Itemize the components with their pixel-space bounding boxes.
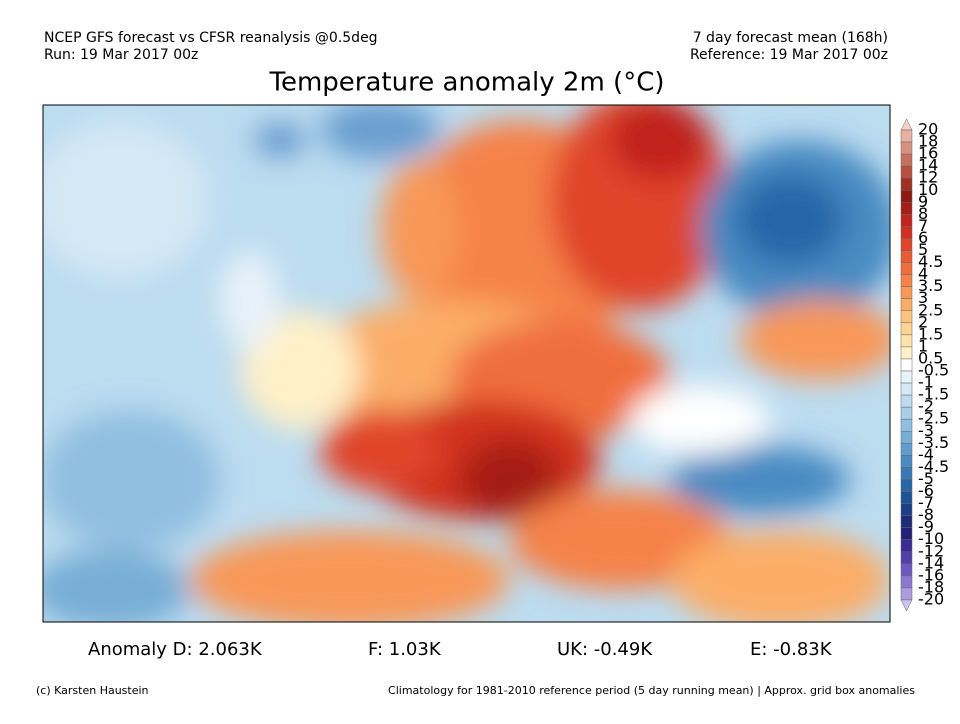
colorbar-label: -4 [918,445,934,464]
colorbar-label: 4.5 [918,252,943,271]
colorbar-swatch [900,503,913,516]
colorbar-label: 9 [918,192,928,211]
colorbar-swatch [900,539,913,553]
colorbar-label: 3.5 [918,276,943,295]
colorbar-label: 14 [918,156,938,175]
colorbar: 201816141210987654.543.532.521.510.5-0.5… [900,118,949,612]
colorbar-label: -9 [918,517,934,536]
colorbar-label: -0.5 [918,361,949,380]
colorbar-label: -20 [918,589,944,608]
colorbar-label: 7 [918,216,928,235]
colorbar-swatch [900,165,913,179]
colorbar-label: 12 [918,168,938,187]
colorbar-label: -3.5 [918,433,949,452]
colorbar-swatch [900,587,913,601]
colorbar-swatch [900,141,913,155]
colorbar-swatch [900,382,913,396]
colorbar-swatch [900,153,913,167]
colorbar-label: 1 [918,336,928,355]
colorbar-label: -1 [918,373,934,392]
colorbar-label: 1.5 [918,324,943,343]
colorbar-swatch [900,575,913,589]
colorbar-label: -10 [918,529,944,548]
stat: F: 1.03K [368,639,442,660]
colorbar-swatch [900,406,913,420]
colorbar-swatch [900,394,913,408]
colorbar-swatch [900,479,913,492]
colorbar-label: -4.5 [918,457,949,476]
colorbar-swatch [900,202,913,215]
colorbar-swatch [900,118,913,131]
colorbar-swatch [900,431,913,444]
footer-text: (c) Karsten Haustein [36,684,149,697]
colorbar-label: 18 [918,132,938,151]
colorbar-label: -5 [918,469,934,488]
colorbar-swatch [900,527,913,540]
map [43,105,890,622]
colorbar-swatch [900,262,913,275]
colorbar-swatch [900,551,913,565]
colorbar-label: -6 [918,481,934,500]
colorbar-label: 16 [918,144,938,163]
colorbar-swatch [900,418,913,432]
colorbar-swatch [900,515,913,528]
colorbar-label: -8 [918,505,934,524]
colorbar-swatch [900,370,913,384]
header-text: 7 day forecast mean (168h) [693,30,888,46]
colorbar-swatch [900,455,913,468]
colorbar-label: -2.5 [918,409,949,428]
header-text: Reference: 19 Mar 2017 00z [690,47,888,63]
stat: E: -0.83K [750,639,833,660]
stat: UK: -0.49K [557,639,653,660]
colorbar-swatch [900,491,913,504]
colorbar-swatch [900,190,913,203]
title: Temperature anomaly 2m (°C) [269,68,665,98]
colorbar-label: -18 [918,577,944,596]
colorbar-label: 2.5 [918,300,943,319]
stat: Anomaly D: 2.063K [88,639,263,660]
colorbar-swatch [900,274,913,287]
colorbar-label: 2 [918,312,928,331]
colorbar-label: 10 [918,180,938,199]
colorbar-label: -16 [918,565,944,584]
colorbar-swatch [900,322,913,336]
colorbar-swatch [900,346,913,360]
colorbar-swatch [900,177,913,191]
footer-text: Climatology for 1981-2010 reference peri… [388,684,915,697]
colorbar-label: -3 [918,421,934,440]
colorbar-swatch [900,563,913,577]
colorbar-label: 20 [918,120,938,139]
colorbar-swatch [900,443,913,456]
colorbar-swatch [900,467,913,480]
colorbar-label: 8 [918,204,928,223]
colorbar-label: -2 [918,397,934,416]
colorbar-swatch [900,129,913,143]
colorbar-label: -14 [918,553,944,572]
colorbar-label: 5 [918,240,928,259]
colorbar-swatch [900,358,913,372]
colorbar-swatch [900,298,913,312]
colorbar-label: -7 [918,493,934,512]
colorbar-swatch [900,599,913,612]
colorbar-label: -12 [918,541,944,560]
colorbar-label: 3 [918,288,928,307]
colorbar-swatch [900,238,913,251]
colorbar-label: 4 [918,264,928,283]
colorbar-swatch [900,334,913,348]
colorbar-swatch [900,226,913,239]
colorbar-swatch [900,310,913,324]
colorbar-label: -1.5 [918,385,949,404]
colorbar-swatch [900,250,913,263]
colorbar-label: 6 [918,228,928,247]
colorbar-swatch [900,214,913,227]
colorbar-label: 0.5 [918,348,943,367]
colorbar-swatch [900,286,913,299]
header-text: NCEP GFS forecast vs CFSR reanalysis @0.… [44,30,378,46]
header-text: Run: 19 Mar 2017 00z [44,47,198,63]
map-frame [42,104,891,623]
